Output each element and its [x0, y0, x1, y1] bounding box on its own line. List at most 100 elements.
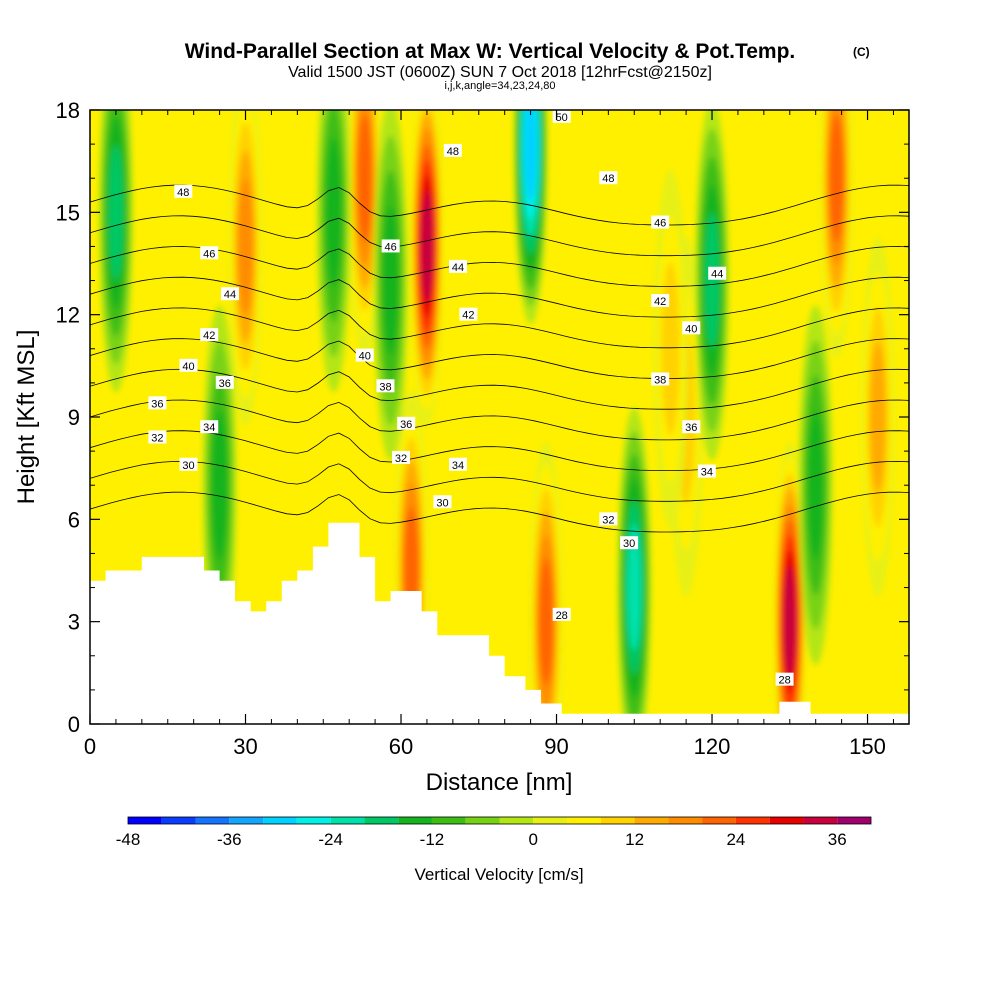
contour-label-bg — [651, 294, 670, 308]
contour-label-text: 36 — [400, 419, 412, 431]
contour-label-bg — [449, 259, 468, 273]
x-tick-label: 120 — [694, 734, 731, 759]
velocity-core-2-level-9 — [783, 566, 797, 678]
contour-label-bg — [599, 171, 618, 185]
contour-label-text: 44 — [224, 289, 236, 301]
contour-label: 32 — [599, 512, 618, 526]
colorbar-swatch — [398, 817, 432, 824]
contour-label: 42 — [200, 328, 219, 342]
y-tick-label: 0 — [68, 712, 80, 737]
contour-label: 36 — [215, 375, 234, 390]
contour-label: 48 — [599, 171, 618, 185]
y-tick-label: 18 — [56, 98, 80, 123]
contour-label: 46 — [651, 215, 670, 230]
contour-label-bg — [552, 110, 571, 123]
colorbar-swatch — [465, 817, 500, 824]
colorbar-swatch — [769, 817, 804, 824]
contour-label-bg — [148, 396, 167, 410]
colorbar-swatch — [837, 817, 871, 824]
colorbar-swatch — [296, 817, 331, 824]
title-mark: (C) — [853, 45, 870, 59]
colorbar-swatch — [364, 817, 399, 824]
theta-contour-46 — [90, 246, 909, 287]
contour-label-text: 44 — [452, 262, 464, 274]
contour-label-bg — [200, 328, 219, 342]
terrain-mask — [90, 522, 909, 724]
contour-label: 30 — [179, 457, 198, 472]
contour-label-text: 34 — [701, 467, 713, 479]
contour-label-text: 42 — [462, 310, 474, 322]
contour-label-bg — [174, 184, 193, 198]
contour-label: 36 — [148, 396, 167, 410]
contour-label-bg — [220, 287, 239, 301]
x-axis-label: Distance [nm] — [426, 769, 573, 796]
contour-label-text: 38 — [654, 374, 666, 386]
theta-contour-44 — [90, 276, 909, 318]
contour-label-text: 40 — [182, 361, 194, 373]
contour-label-bg — [433, 495, 452, 509]
contour-label-text: 30 — [182, 460, 194, 472]
colorbar-swatch — [668, 817, 703, 824]
contour-label: 50 — [552, 110, 571, 124]
contour-label-bg — [200, 246, 219, 260]
x-tick-label: 0 — [84, 734, 96, 759]
colorbar-label: Vertical Velocity [cm/s] — [414, 865, 583, 884]
contour-label-bg — [599, 512, 618, 526]
contour-label: 32 — [148, 430, 167, 444]
contour-label-bg — [443, 143, 462, 157]
colorbar-swatch — [229, 817, 264, 824]
colorbar-swatch — [195, 817, 230, 824]
contour-label-bg — [392, 450, 411, 464]
contour-label: 30 — [433, 495, 452, 509]
contour-label: 44 — [449, 259, 468, 274]
chart-subtitle-indices: i,j,k,angle=34,23,24,80 — [444, 80, 555, 92]
colorbar-swatch — [702, 817, 736, 824]
colorbar-tick-label: -36 — [217, 830, 242, 849]
theta-contour-36 — [90, 399, 909, 441]
contour-label-bg — [651, 215, 670, 229]
contour-label-bg — [179, 457, 198, 471]
velocity-core-16-level-4 — [807, 410, 824, 561]
colorbar-swatch — [431, 817, 466, 824]
contour-label: 34 — [697, 464, 716, 479]
contour-label: 34 — [449, 457, 468, 472]
contour-label-text: 50 — [556, 112, 568, 124]
colorbar-swatch — [600, 817, 635, 824]
colorbar-swatch — [263, 817, 297, 824]
velocity-core-8-level-4 — [869, 342, 886, 492]
contour-label-text: 40 — [685, 323, 697, 335]
y-tick-label: 3 — [68, 610, 80, 635]
contour-label-bg — [651, 372, 670, 386]
contour-label: 38 — [376, 379, 395, 393]
y-tick-label: 9 — [68, 405, 80, 430]
contour-label: 42 — [459, 307, 478, 322]
colorbar-swatch — [330, 817, 365, 824]
contour-label-text: 44 — [711, 269, 723, 281]
contour-label-bg — [708, 266, 727, 280]
contour-label-text: 46 — [385, 241, 397, 253]
contour-label-text: 36 — [151, 398, 163, 410]
contour-label: 42 — [651, 294, 670, 308]
contour-label: 38 — [651, 372, 670, 386]
contour-label: 40 — [682, 321, 701, 335]
contour-label: 44 — [708, 266, 727, 281]
contour-label: 40 — [355, 348, 374, 363]
potential-temperature-contours — [90, 184, 909, 533]
contour-label: 48 — [443, 143, 462, 158]
theta-contour-48 — [90, 215, 909, 257]
vertical-velocity-field — [98, 110, 895, 724]
contour-label-bg — [179, 358, 198, 372]
x-tick-label: 60 — [389, 734, 413, 759]
colorbar-tick-label: 36 — [828, 830, 847, 849]
contour-label-text: 32 — [395, 453, 407, 465]
velocity-core-11-level-6 — [627, 524, 642, 651]
contour-label: 34 — [200, 420, 219, 434]
contour-label: 46 — [200, 246, 219, 260]
velocity-core-1-level-6 — [357, 114, 372, 242]
chart-title: Wind-Parallel Section at Max W: Vertical… — [185, 40, 796, 63]
contour-label-bg — [620, 536, 639, 550]
contour-label: 48 — [174, 184, 193, 199]
theta-contour-42 — [90, 307, 909, 349]
velocity-core-17-level-4 — [382, 205, 399, 356]
contour-label-bg — [449, 457, 468, 471]
